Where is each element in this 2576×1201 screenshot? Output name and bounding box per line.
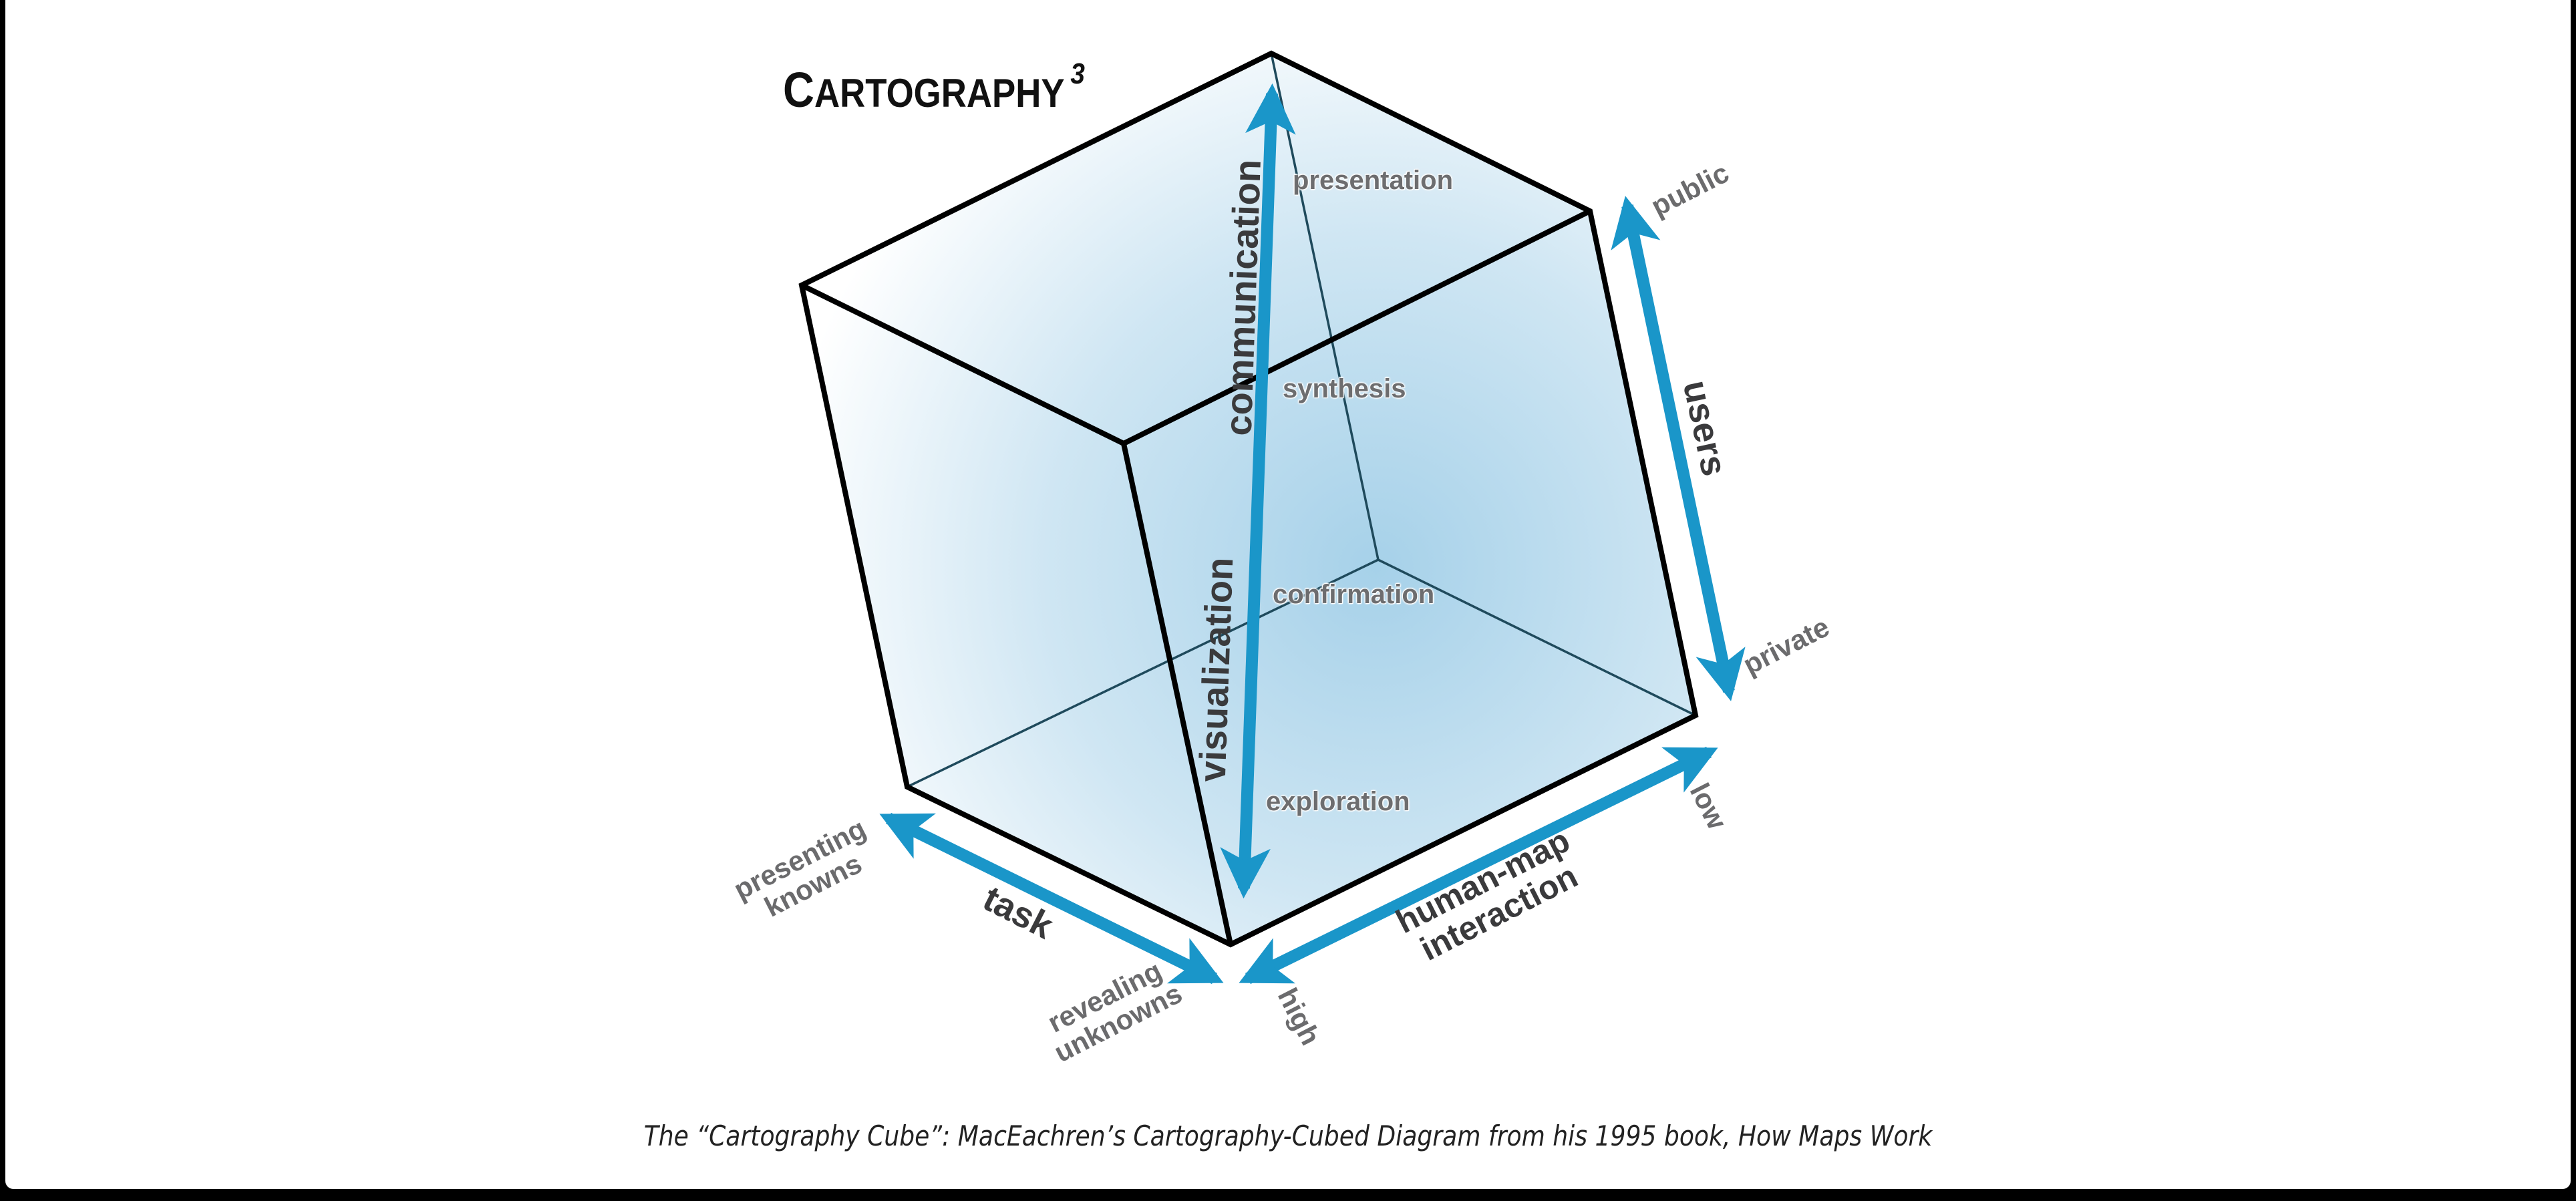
level-label-confirmation: confirmation bbox=[1273, 580, 1435, 609]
level-label-synthesis: synthesis bbox=[1283, 374, 1406, 403]
interaction-axis-arrow bbox=[1239, 746, 1718, 985]
title-rest: ARTOGRAPHY bbox=[814, 71, 1065, 116]
visualization-label: visualization bbox=[1190, 556, 1241, 783]
figure-caption: The “Cartography Cube”: MacEachren’s Car… bbox=[643, 1120, 1933, 1152]
level-label-presentation: presentation bbox=[1293, 166, 1454, 195]
users-axis-arrow bbox=[1611, 196, 1746, 701]
diagram-title: CARTOGRAPHY 3 bbox=[783, 57, 1085, 118]
level-label-exploration: exploration bbox=[1266, 787, 1410, 816]
task-axis-arrow bbox=[879, 812, 1224, 985]
title-initial: C bbox=[783, 62, 815, 118]
title-exponent: 3 bbox=[1070, 57, 1085, 90]
axis-arrows bbox=[879, 83, 1746, 985]
